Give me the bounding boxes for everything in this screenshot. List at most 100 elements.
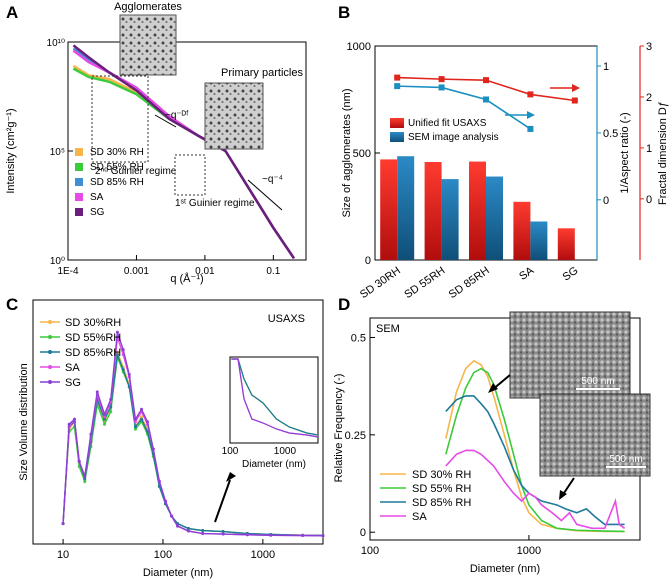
aspect-arrowhead: [527, 111, 535, 119]
annotation-q-4: ~q⁻⁴: [262, 174, 283, 185]
legend-label-c: SA: [65, 362, 80, 374]
legend-swatch-b: [390, 118, 404, 128]
panel-letter-b: B: [338, 3, 350, 22]
x-tick-label-d: 1000: [517, 545, 541, 557]
method-tag-sem: SEM: [376, 323, 400, 335]
point-sg: [151, 447, 155, 451]
legend-swatch-b: [390, 132, 404, 142]
point-sg: [186, 529, 190, 533]
point-sg: [83, 474, 87, 478]
y-tick-label-b: 500: [353, 148, 371, 160]
guinier-box-1: [174, 154, 206, 196]
annotation-q-df: ~q⁻ᴰᶠ: [165, 110, 189, 121]
scale-bar-label-2: 500 nm: [609, 454, 642, 465]
annotation-primary-particles: Primary particles: [221, 67, 303, 79]
y-axis-label-d: Relative Frequency (-): [333, 374, 345, 483]
point-sg: [176, 524, 180, 528]
legend-swatch-a: [75, 193, 83, 201]
inset-line-sg: [231, 358, 319, 438]
point-sg: [133, 417, 137, 421]
panel-letter-d: D: [338, 295, 350, 314]
r2-tick-label: 1: [646, 143, 652, 155]
x-tick-label-b: SD 55RH: [402, 265, 447, 302]
r2-tick-label: 2: [646, 92, 652, 104]
point-sd-85-rh: [115, 353, 119, 357]
y-tick-label-a: 10⁰: [50, 256, 65, 267]
point-sg: [127, 373, 131, 377]
y-tick-label-b: 0: [365, 255, 371, 267]
legend-swatch-a: [75, 148, 83, 156]
panel-b: B SD 30RH SD 55RH SD 85RH SA SG 0 500 1000 0 0.5…: [338, 3, 669, 301]
legend-label-b: SEM image analysis: [408, 132, 499, 143]
x-tick-label-b: SD 30RH: [358, 265, 403, 302]
x-tick-label-d: 100: [361, 545, 379, 557]
point-sa: [103, 415, 107, 419]
point-sg: [67, 422, 71, 426]
legend-marker-c: [48, 380, 52, 384]
y-tick-label-b: 1000: [347, 41, 371, 53]
x-axis-label-d: Diameter (nm): [470, 563, 540, 575]
point-sg: [245, 533, 249, 537]
point-sg: [201, 532, 205, 536]
marker-1-aspect-ratio: [394, 83, 401, 90]
legend-c: SD 30%RH SD 55%RH SD 85%RH SA SG: [40, 317, 121, 389]
y-axis-label-c: Size Volume distribution: [18, 363, 30, 480]
legend-label-a: SG: [90, 207, 105, 218]
panel-a: A 1E-4 0.001 0.01 0.1 10¹⁰ 10⁵ 10⁰ Intensity (…: [5, 1, 307, 285]
legend-label-a: SD 55% RH: [90, 162, 144, 173]
legend-marker-c: [48, 350, 52, 354]
point-sd-85-rh: [140, 417, 144, 421]
point-sg: [140, 407, 144, 411]
x-tick-label-b: SD 85RH: [447, 265, 492, 302]
point-sg: [89, 432, 93, 436]
x-tick-label-c: 100: [154, 549, 172, 561]
point-sg: [95, 390, 99, 394]
plot-frame-c: [32, 299, 324, 545]
x-tick-label-c: 10: [57, 549, 69, 561]
inset-arrowhead: [226, 472, 236, 482]
series-line-sa: [445, 449, 626, 530]
legend-label-a: SD 30% RH: [90, 147, 144, 158]
x-tick-label-a: 0.01: [195, 266, 215, 277]
method-tag-usaxs: USAXS: [268, 313, 305, 325]
marker-fractal-dimension: [394, 74, 401, 81]
panel-d: D 100 1000 0 0.25 0.5 Relative Frequency (-)…: [333, 295, 651, 575]
legend-swatch-a: [75, 163, 83, 171]
x-tick-label-a: 0.001: [124, 266, 149, 277]
point-sd-85-rh: [103, 417, 107, 421]
fractal-arrowhead: [572, 84, 580, 92]
bar-sem-image-analysis: [397, 156, 415, 260]
point-sa: [133, 420, 137, 424]
legend-label-a: SD 85% RH: [90, 177, 144, 188]
x-tick-label-c: 1000: [251, 549, 275, 561]
sem-arrowhead-2: [559, 490, 567, 500]
point-sg: [145, 420, 149, 424]
r2-tick-label: 3: [646, 41, 652, 53]
point-sd-85-rh: [109, 405, 113, 409]
point-sg: [163, 499, 167, 503]
bar-unified-fit-usaxs: [469, 161, 486, 260]
bar-sem-image-analysis: [441, 179, 459, 260]
sem-image-1: [509, 311, 631, 399]
legend-b: Unified fit USAXS SEM image analysis: [390, 118, 499, 143]
series-line-sd-85-rh: [445, 395, 625, 526]
point-sg: [72, 417, 76, 421]
point-sd-30-rh: [115, 350, 119, 354]
x-tick-label-b: SA: [517, 264, 536, 283]
series-line-sg: [72, 44, 295, 259]
bar-unified-fit-usaxs: [380, 159, 398, 260]
bar-sem-image-analysis: [530, 221, 548, 260]
point-sd-85-rh: [186, 527, 190, 531]
r2-tick-label: 0: [646, 194, 652, 206]
inset-frame-c: [229, 356, 319, 444]
legend-label-d: SA: [412, 511, 427, 523]
inset-arrow: [214, 479, 231, 523]
y-tick-label-d: 0.5: [351, 332, 366, 344]
panel-c: C 10 100 1000 Size Volume distribution Dia…: [6, 295, 325, 579]
point-sg: [221, 532, 225, 536]
legend-marker-c: [48, 335, 52, 339]
guinier-box-2: [91, 75, 149, 163]
point-sd-85-rh: [121, 368, 125, 372]
inset-x-tick-label: 1000: [274, 446, 297, 457]
